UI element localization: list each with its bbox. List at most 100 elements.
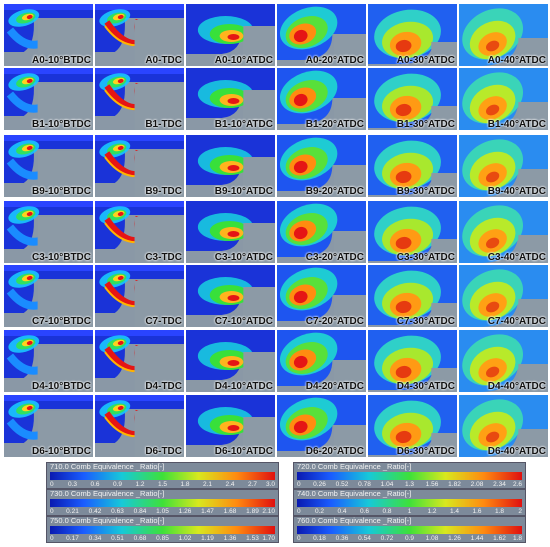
contour-panel: C7-10°ATDC [186, 265, 275, 327]
colorbar-title: 760.0 Comb Equivalence _Ratio[-] [297, 516, 412, 525]
contour-panel: B9-10°ATDC [186, 135, 275, 197]
colorbar-tick-label: 1.26 [178, 508, 192, 515]
colorbar-tick-label: 0.34 [88, 535, 102, 542]
colorbar-ticks: 0 0.2 0.4 0.6 0.8 1 1.2 1.4 1.6 1.8 2 [297, 508, 522, 516]
contour-plot [368, 68, 457, 130]
colorbar-tick-label: 0.63 [111, 508, 124, 515]
contour-plot [277, 330, 366, 392]
colorbar-tick-label: 1.04 [380, 481, 394, 488]
panel-label: B9-TDC [145, 186, 182, 197]
colorbar-gradient [50, 472, 275, 480]
contour-plot [368, 135, 457, 197]
colorbar-tick-label: 1.19 [201, 535, 214, 542]
panel-label: B1-10°ATDC [214, 119, 273, 130]
contour-panel: D6-10°BTDC [4, 395, 93, 457]
contour-plot [277, 201, 366, 263]
contour-panel: B1-10°BTDC [4, 68, 93, 130]
contour-plot [277, 4, 366, 66]
panel-label: B9-30°ATDC [396, 186, 455, 197]
colorbar: 750.0 Comb Equivalence _Ratio[-] 0 0.17 0.3… [46, 516, 279, 543]
contour-panel: B1-40°ATDC [459, 68, 548, 130]
colorbar: 710.0 Comb Equivalence _Ratio[-] 0 0.3 0.6 0… [46, 462, 279, 489]
colorbar-tick-label: 1.8 [512, 535, 522, 542]
contour-plot [186, 330, 275, 392]
panel-label: D6-20°ATDC [305, 446, 364, 457]
colorbar-tick-label: 1.56 [425, 481, 439, 488]
colorbar-legend: 710.0 Comb Equivalence _Ratio[-] 0 0.3 0.6 0… [46, 462, 530, 543]
panel-label: B9-20°ATDC [305, 186, 364, 197]
colorbar-tick-label: 2.6 [512, 481, 522, 488]
contour-plot [95, 395, 184, 457]
contour-plot [459, 201, 548, 263]
colorbar-tick-label: 2.10 [262, 508, 275, 515]
colorbar-ticks: 0 0.17 0.34 0.51 0.68 0.85 1.02 1.19 1.36 1.53 1.7… [50, 535, 275, 543]
contour-panel: A0-10°BTDC [4, 4, 93, 66]
panel-label: B9-10°ATDC [214, 186, 273, 197]
contour-plot [4, 68, 93, 130]
contour-panel: C7-20°ATDC [277, 265, 366, 327]
colorbar-tick-label: 0 [50, 481, 54, 488]
colorbar-tick-label: 0.36 [335, 535, 349, 542]
contour-plot [4, 265, 93, 327]
contour-plot [459, 68, 548, 130]
panel-label: C3-10°ATDC [214, 252, 273, 263]
colorbar-tick-label: 1.36 [223, 535, 237, 542]
colorbar-tick-label: 0.85 [156, 535, 169, 542]
contour-panel: B9-TDC [95, 135, 184, 197]
panel-label: C7-30°ATDC [396, 316, 455, 327]
contour-panel: C3-10°BTDC [4, 201, 93, 263]
panel-label: B1-20°ATDC [305, 119, 364, 130]
panel-label: D6-40°ATDC [487, 446, 546, 457]
panel-label: A0-20°ATDC [305, 55, 364, 66]
colorbar-tick-label: 0.9 [112, 481, 123, 488]
contour-plot [186, 4, 275, 66]
colorbar-ticks: 0 0.3 0.6 0.9 1.2 1.5 1.8 2.1 2.4 2.7 3.0 [50, 481, 275, 489]
contour-panel: A0-TDC [95, 4, 184, 66]
contour-panel: A0-20°ATDC [277, 4, 366, 66]
colorbar-tick-label: 2 [518, 508, 522, 515]
panel-label: B1-10°BTDC [31, 119, 91, 130]
contour-plot [95, 68, 184, 130]
colorbar-tick-label: 1.62 [493, 535, 506, 542]
contour-plot [368, 4, 457, 66]
panel-label: A0-TDC [145, 55, 182, 66]
contour-plot [186, 68, 275, 130]
panel-label: A0-10°ATDC [214, 55, 273, 66]
contour-panel: D4-40°ATDC [459, 330, 548, 392]
contour-panel: D4-20°ATDC [277, 330, 366, 392]
panel-label: D6-TDC [145, 446, 182, 457]
panel-label: D6-10°BTDC [31, 446, 91, 457]
colorbar-title: 720.0 Comb Equivalence _Ratio[-] [297, 462, 412, 471]
colorbar-tick-label: 1.82 [448, 481, 461, 488]
contour-panel: C7-TDC [95, 265, 184, 327]
colorbar-gradient [297, 499, 522, 507]
contour-panel: D6-10°ATDC [186, 395, 275, 457]
colorbar-title: 750.0 Comb Equivalence _Ratio[-] [50, 516, 165, 525]
colorbar-tick-label: 2.7 [247, 481, 258, 488]
colorbar-tick-label: 0.72 [380, 535, 394, 542]
panel-label: D4-10°ATDC [214, 381, 273, 392]
colorbar: 720.0 Comb Equivalence _Ratio[-] 0 0.26 0.5… [293, 462, 526, 489]
colorbar-title: 710.0 Comb Equivalence _Ratio[-] [50, 462, 165, 471]
colorbar-tick-label: 0.51 [111, 535, 124, 542]
colorbar-tick-label: 0.8 [382, 508, 392, 515]
contour-panel: D4-30°ATDC [368, 330, 457, 392]
colorbar: 760.0 Comb Equivalence _Ratio[-] 0 0.18 0.3… [293, 516, 526, 543]
panel-label: B1-TDC [145, 119, 182, 130]
contour-panel: A0-40°ATDC [459, 4, 548, 66]
colorbar-tick-label: 1.2 [427, 508, 437, 515]
colorbar-tick-label: 1.02 [178, 535, 192, 542]
colorbar-ticks: 0 0.18 0.36 0.54 0.72 0.9 1.08 1.26 1.44 1.62 1.8 [297, 535, 522, 543]
contour-plot [368, 330, 457, 392]
panel-label: B1-40°ATDC [487, 119, 546, 130]
panel-label: D4-40°ATDC [487, 381, 546, 392]
panel-label: D6-10°ATDC [214, 446, 273, 457]
panel-label: A0-40°ATDC [487, 55, 546, 66]
contour-panel: B9-20°ATDC [277, 135, 366, 197]
panel-label: C7-20°ATDC [305, 316, 364, 327]
contour-panel: C7-40°ATDC [459, 265, 548, 327]
panel-label: C3-TDC [145, 252, 182, 263]
colorbar-tick-label: 0.84 [133, 508, 147, 515]
colorbar-tick-label: 1.8 [180, 481, 190, 488]
contour-plot [95, 330, 184, 392]
